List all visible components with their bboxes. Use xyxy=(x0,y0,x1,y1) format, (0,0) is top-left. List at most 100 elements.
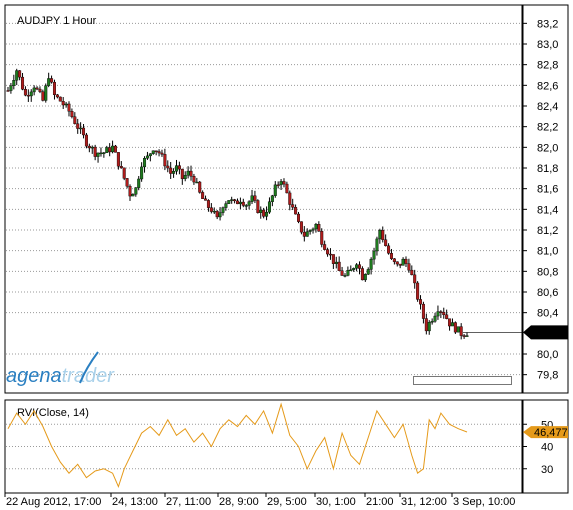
candle-up xyxy=(311,228,315,231)
candle-up xyxy=(375,238,379,252)
candle-down xyxy=(125,178,129,187)
candle-down xyxy=(61,101,65,106)
candle-down xyxy=(453,322,457,333)
candle-down xyxy=(18,70,22,78)
price-tick-label: 83,2 xyxy=(537,18,558,30)
price-tick-label: 80,4 xyxy=(537,308,558,320)
candle-down xyxy=(389,253,393,259)
price-chart-title: AUDJPY 1 Hour xyxy=(17,15,97,27)
candle-up xyxy=(145,155,149,159)
candle-down xyxy=(302,231,306,237)
candle-up xyxy=(305,231,309,237)
candle-down xyxy=(392,258,396,262)
candle-down xyxy=(84,134,88,147)
candle-down xyxy=(209,207,213,212)
candle-down xyxy=(93,146,97,157)
candle-up xyxy=(15,70,19,81)
candle-down xyxy=(215,210,219,218)
price-tick-label: 81,4 xyxy=(537,204,558,216)
x-tick-label: 24, 13:00 xyxy=(112,496,158,508)
candle-up xyxy=(366,269,370,275)
candle-down xyxy=(160,152,164,155)
candle-up xyxy=(99,152,103,155)
agena-trader-logo: agenatrader xyxy=(6,365,115,387)
candle-down xyxy=(439,311,443,313)
candle-down xyxy=(326,249,330,255)
candle-down xyxy=(288,192,292,205)
candle-down xyxy=(416,282,420,300)
candle-up xyxy=(224,203,228,208)
candle-up xyxy=(308,230,312,232)
candle-up xyxy=(436,311,440,317)
price-tick-label: 82,0 xyxy=(537,142,558,154)
price-tick-label: 83,0 xyxy=(537,39,558,51)
candle-down xyxy=(50,78,54,83)
candle-down xyxy=(410,269,414,276)
candle-down xyxy=(331,254,335,264)
candle-down xyxy=(241,201,245,206)
candle-down xyxy=(299,221,303,233)
price-tick-label: 80,6 xyxy=(537,287,558,299)
candle-down xyxy=(323,244,327,250)
candle-up xyxy=(355,264,359,269)
candle-down xyxy=(204,198,208,201)
candle-up xyxy=(90,146,94,149)
price-tick-label: 82,6 xyxy=(537,80,558,92)
candle-down xyxy=(442,311,446,316)
candle-up xyxy=(378,230,382,240)
candle-down xyxy=(297,213,301,222)
candle-up xyxy=(273,184,277,196)
candle-down xyxy=(113,145,117,153)
rvi-tick-label: 30 xyxy=(541,464,553,476)
candle-down xyxy=(41,91,45,101)
candle-down xyxy=(421,303,425,319)
candle-down xyxy=(404,258,408,264)
candle-up xyxy=(64,103,68,106)
candle-down xyxy=(262,209,266,217)
candle-down xyxy=(285,183,289,194)
candle-down xyxy=(317,224,321,232)
candle-down xyxy=(413,274,417,284)
candle-up xyxy=(137,178,141,188)
candle-up xyxy=(343,275,347,277)
candle-up xyxy=(369,258,373,270)
candle-down xyxy=(157,151,161,154)
rvi-series-line xyxy=(7,402,468,489)
candle-up xyxy=(334,261,338,264)
candle-down xyxy=(192,176,196,183)
candle-up xyxy=(47,78,51,86)
candle-down xyxy=(448,318,452,327)
candle-down xyxy=(358,264,362,269)
candle-up xyxy=(140,166,144,180)
candle-down xyxy=(424,318,428,332)
candle-up xyxy=(259,209,263,213)
candle-down xyxy=(166,165,170,169)
candle-up xyxy=(265,211,269,217)
candle-up xyxy=(314,224,318,230)
candle-up xyxy=(79,127,83,130)
rvi-chart-title: RVI(Close, 14) xyxy=(17,407,89,419)
candle-up xyxy=(349,269,353,272)
candle-down xyxy=(328,253,332,256)
price-tick-label: 79,8 xyxy=(537,370,558,382)
candle-down xyxy=(55,94,59,98)
candle-down xyxy=(87,145,91,149)
candle-down xyxy=(116,152,120,167)
candle-up xyxy=(221,207,225,213)
candle-down xyxy=(233,199,237,202)
rvi-panel-frame xyxy=(4,399,523,494)
candle-up xyxy=(270,195,274,202)
price-tick-label: 82,8 xyxy=(537,60,558,72)
price-panel-frame xyxy=(4,4,523,394)
chart-scroll-indicator[interactable] xyxy=(413,376,512,385)
candle-down xyxy=(337,261,341,271)
candle-up xyxy=(230,199,234,201)
candle-down xyxy=(291,204,295,208)
x-tick-label: 29, 5:00 xyxy=(267,496,307,508)
candle-down xyxy=(58,96,62,102)
candle-down xyxy=(320,231,324,245)
candle-up xyxy=(401,258,405,266)
candle-down xyxy=(154,150,158,152)
candle-down xyxy=(35,87,39,90)
candle-up xyxy=(195,181,199,184)
